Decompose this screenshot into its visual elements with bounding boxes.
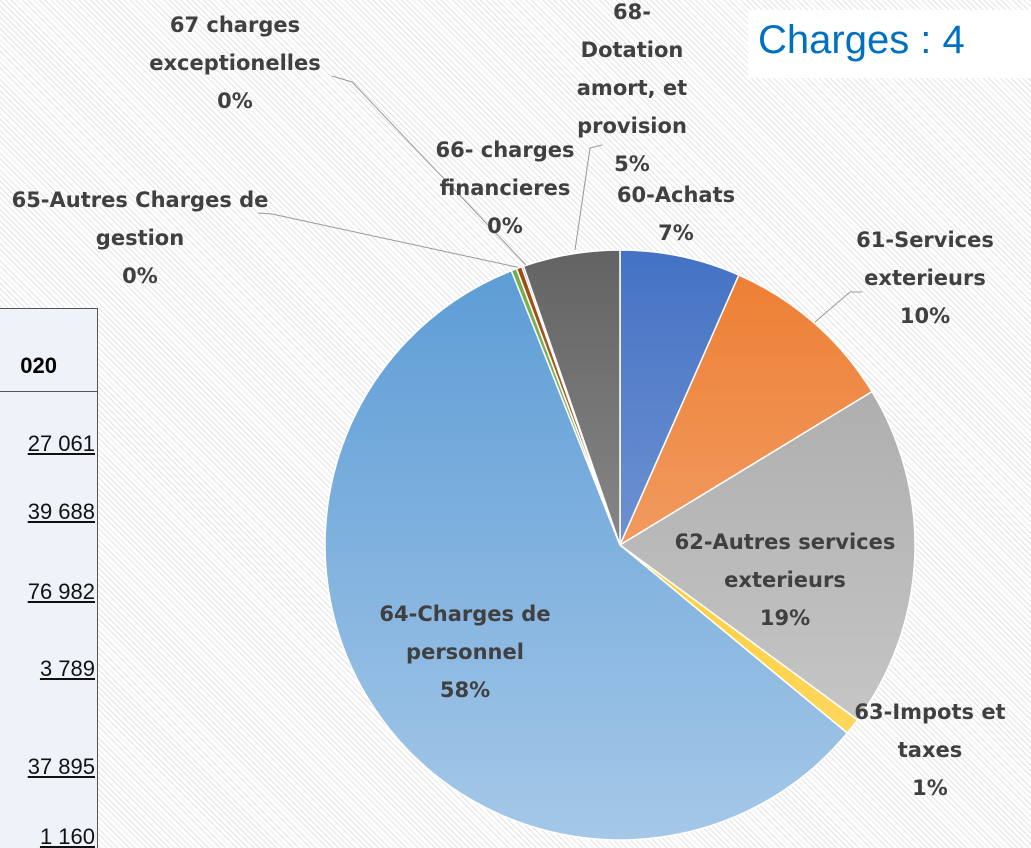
data-label: 66- charges financieres 0%	[415, 131, 595, 245]
category-label: 63-Impots et taxes	[854, 700, 1006, 762]
data-label: 64-Charges de personnel 58%	[365, 595, 565, 709]
row-line	[0, 391, 97, 392]
table-cell: 39 688	[27, 499, 95, 524]
table: 020 27 061 39 688 76 982 3 789 37 895 1 160	[0, 308, 98, 848]
leader-line	[331, 75, 527, 266]
table-header: 020	[20, 353, 57, 378]
category-label: 61-Services exterieurs	[856, 228, 994, 290]
category-label: 66- charges financieres	[435, 138, 575, 200]
category-label: 65-Autres Charges de gestion	[11, 188, 269, 250]
data-label: 63-Impots et taxes 1%	[845, 693, 1015, 807]
table-cell: 27 061	[27, 431, 95, 456]
data-label: 67 charges exceptionelles 0%	[130, 6, 340, 120]
value-label: 5%	[614, 152, 650, 176]
table-cell: 3 789	[39, 656, 95, 681]
value-label: 0%	[122, 264, 158, 288]
leader-line	[574, 144, 603, 251]
category-label: 60-Achats	[616, 183, 736, 207]
data-label: 62-Autres services exterieurs 19%	[655, 523, 915, 637]
category-label: 64-Charges de personnel	[379, 602, 551, 664]
table-cell: 1 160	[39, 824, 95, 848]
category-label: 62-Autres services exterieurs	[674, 530, 896, 592]
data-label: 65-Autres Charges de gestion 0%	[10, 181, 270, 295]
category-label: 68-Dotation amort, et provision	[576, 0, 688, 138]
title-box: Charges : 4	[748, 10, 1031, 78]
value-label: 7%	[658, 221, 694, 245]
value-label: 1%	[912, 776, 948, 800]
value-label: 19%	[759, 606, 811, 630]
data-label: 68-Dotation amort, et provision 5%	[562, 0, 702, 183]
data-label: 61-Services exterieurs 10%	[845, 221, 1005, 335]
value-label: 58%	[439, 678, 491, 702]
value-label: 0%	[487, 214, 523, 238]
value-label: 10%	[899, 304, 951, 328]
value-label: 0%	[217, 89, 253, 113]
table-cell: 37 895	[27, 754, 95, 779]
data-label: 60-Achats 7%	[601, 176, 751, 252]
category-label: 67 charges exceptionelles	[149, 13, 321, 75]
table-cell: 76 982	[27, 579, 95, 604]
title: Charges : 4	[758, 18, 965, 62]
